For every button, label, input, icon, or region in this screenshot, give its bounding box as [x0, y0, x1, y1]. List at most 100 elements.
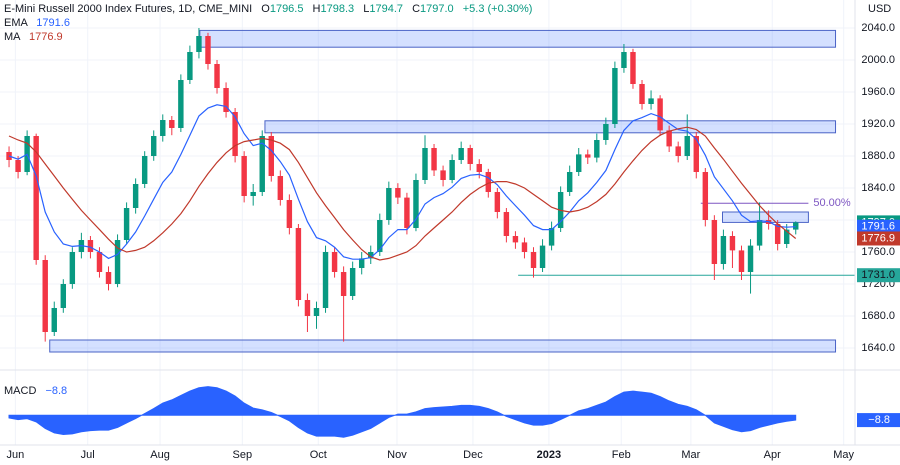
candle-body	[512, 236, 519, 243]
candle-body	[675, 146, 681, 156]
candle-body	[241, 156, 247, 196]
overlay-line	[8, 126, 797, 261]
legend-value: 1791.6	[36, 17, 70, 29]
candle-body	[548, 228, 555, 246]
currency: USD	[868, 3, 891, 15]
candle-body	[783, 229, 790, 244]
price-tag	[857, 268, 900, 283]
legend-name: MA	[4, 31, 20, 43]
candle-body	[322, 252, 329, 308]
candle-body	[205, 36, 211, 64]
legend-name: MACD	[4, 385, 37, 397]
candle-body	[621, 52, 627, 68]
candle-body	[304, 300, 311, 316]
price-tag	[857, 231, 900, 246]
x-tick-label: May	[833, 449, 854, 461]
candle-body	[530, 252, 537, 268]
x-tick-label: Oct	[310, 449, 327, 461]
y-tick-label: 1880.0	[861, 150, 895, 162]
x-tick-label: Apr	[764, 449, 781, 461]
ohlc-value: 1794.7	[369, 3, 403, 15]
macd-tag-label: −8.8	[868, 414, 890, 426]
overlay-line	[8, 104, 796, 260]
candle-body	[160, 120, 166, 136]
candle-body	[42, 260, 48, 332]
zone	[199, 29, 837, 48]
candle-body	[60, 284, 67, 308]
candle-body	[720, 236, 727, 264]
candle-body	[485, 172, 492, 192]
price-tag-label: 1776.9	[861, 232, 895, 244]
candle-body	[594, 140, 600, 158]
ohlc-key: O	[261, 3, 270, 15]
candle-body	[51, 308, 57, 332]
candle-body	[458, 148, 464, 160]
y-tick-label: 1840.0	[861, 182, 895, 194]
candle-body	[476, 164, 482, 172]
y-tick-label: 1760.0	[861, 246, 895, 258]
candle-body	[286, 200, 293, 228]
candle-body	[295, 228, 302, 300]
candle-body	[747, 245, 754, 272]
candle-body	[729, 236, 736, 251]
candle-body	[368, 252, 374, 259]
candle-body	[585, 154, 591, 158]
y-tick-label: 1680.0	[861, 310, 895, 322]
candle-body	[277, 176, 284, 200]
candle-body	[386, 188, 392, 220]
ema-legend: EMA 1791.6	[4, 17, 70, 30]
candle-body	[422, 148, 428, 180]
candle-body	[69, 252, 76, 284]
candle-body	[467, 148, 473, 164]
candle-body	[313, 308, 320, 316]
candle-body	[178, 80, 184, 128]
candle-body	[521, 242, 528, 252]
candle-body	[404, 197, 410, 228]
price-tag-label: 1791.6	[861, 221, 895, 233]
price-tag-label: 1731.0	[861, 269, 895, 281]
y-tick-label: 1640.0	[861, 342, 895, 354]
symbol-legend: E-Mini Russell 2000 Index Futures, 1D, C…	[4, 3, 532, 16]
candle-body	[187, 52, 193, 80]
candle-body	[684, 136, 690, 156]
candle-body	[666, 130, 672, 147]
candle-body	[340, 272, 347, 296]
candle-body	[756, 220, 763, 246]
symbol-title: E-Mini Russell 2000 Index Futures, 1D, C…	[4, 3, 253, 15]
candle-body	[214, 64, 220, 88]
ohlc-key: C	[412, 3, 421, 15]
candle-body	[96, 252, 103, 272]
candle-body	[223, 88, 229, 112]
x-tick-label: Jul	[81, 449, 95, 461]
candle-body	[141, 156, 148, 184]
candle-body	[232, 112, 238, 156]
candle-body	[395, 188, 401, 198]
candle-body	[151, 136, 157, 156]
candle-body	[738, 250, 745, 272]
candle-body	[693, 136, 699, 172]
x-tick-label: Sep	[233, 449, 253, 461]
candle-body	[639, 84, 645, 104]
x-tick-label: Feb	[612, 449, 631, 461]
candle-body	[648, 98, 654, 104]
ohlc-value: 1797.0	[420, 3, 454, 15]
zone	[49, 339, 837, 353]
candle-body	[259, 136, 265, 192]
candle-body	[630, 52, 636, 84]
candle-body	[431, 148, 437, 171]
candle-body	[413, 180, 419, 228]
fib-label: 50.00%	[813, 197, 851, 209]
price-tag	[857, 219, 900, 234]
candle-body	[123, 208, 130, 240]
candle-body	[702, 172, 709, 220]
candle-body	[503, 212, 510, 236]
candle-body	[711, 220, 718, 264]
candle-body	[358, 258, 365, 268]
candle-body	[250, 192, 256, 196]
y-tick-label: 2000.0	[861, 54, 895, 66]
candle-body	[33, 136, 39, 260]
x-tick-label: Jun	[6, 449, 24, 461]
x-tick-label: Nov	[387, 449, 407, 461]
candle-body	[87, 240, 94, 252]
